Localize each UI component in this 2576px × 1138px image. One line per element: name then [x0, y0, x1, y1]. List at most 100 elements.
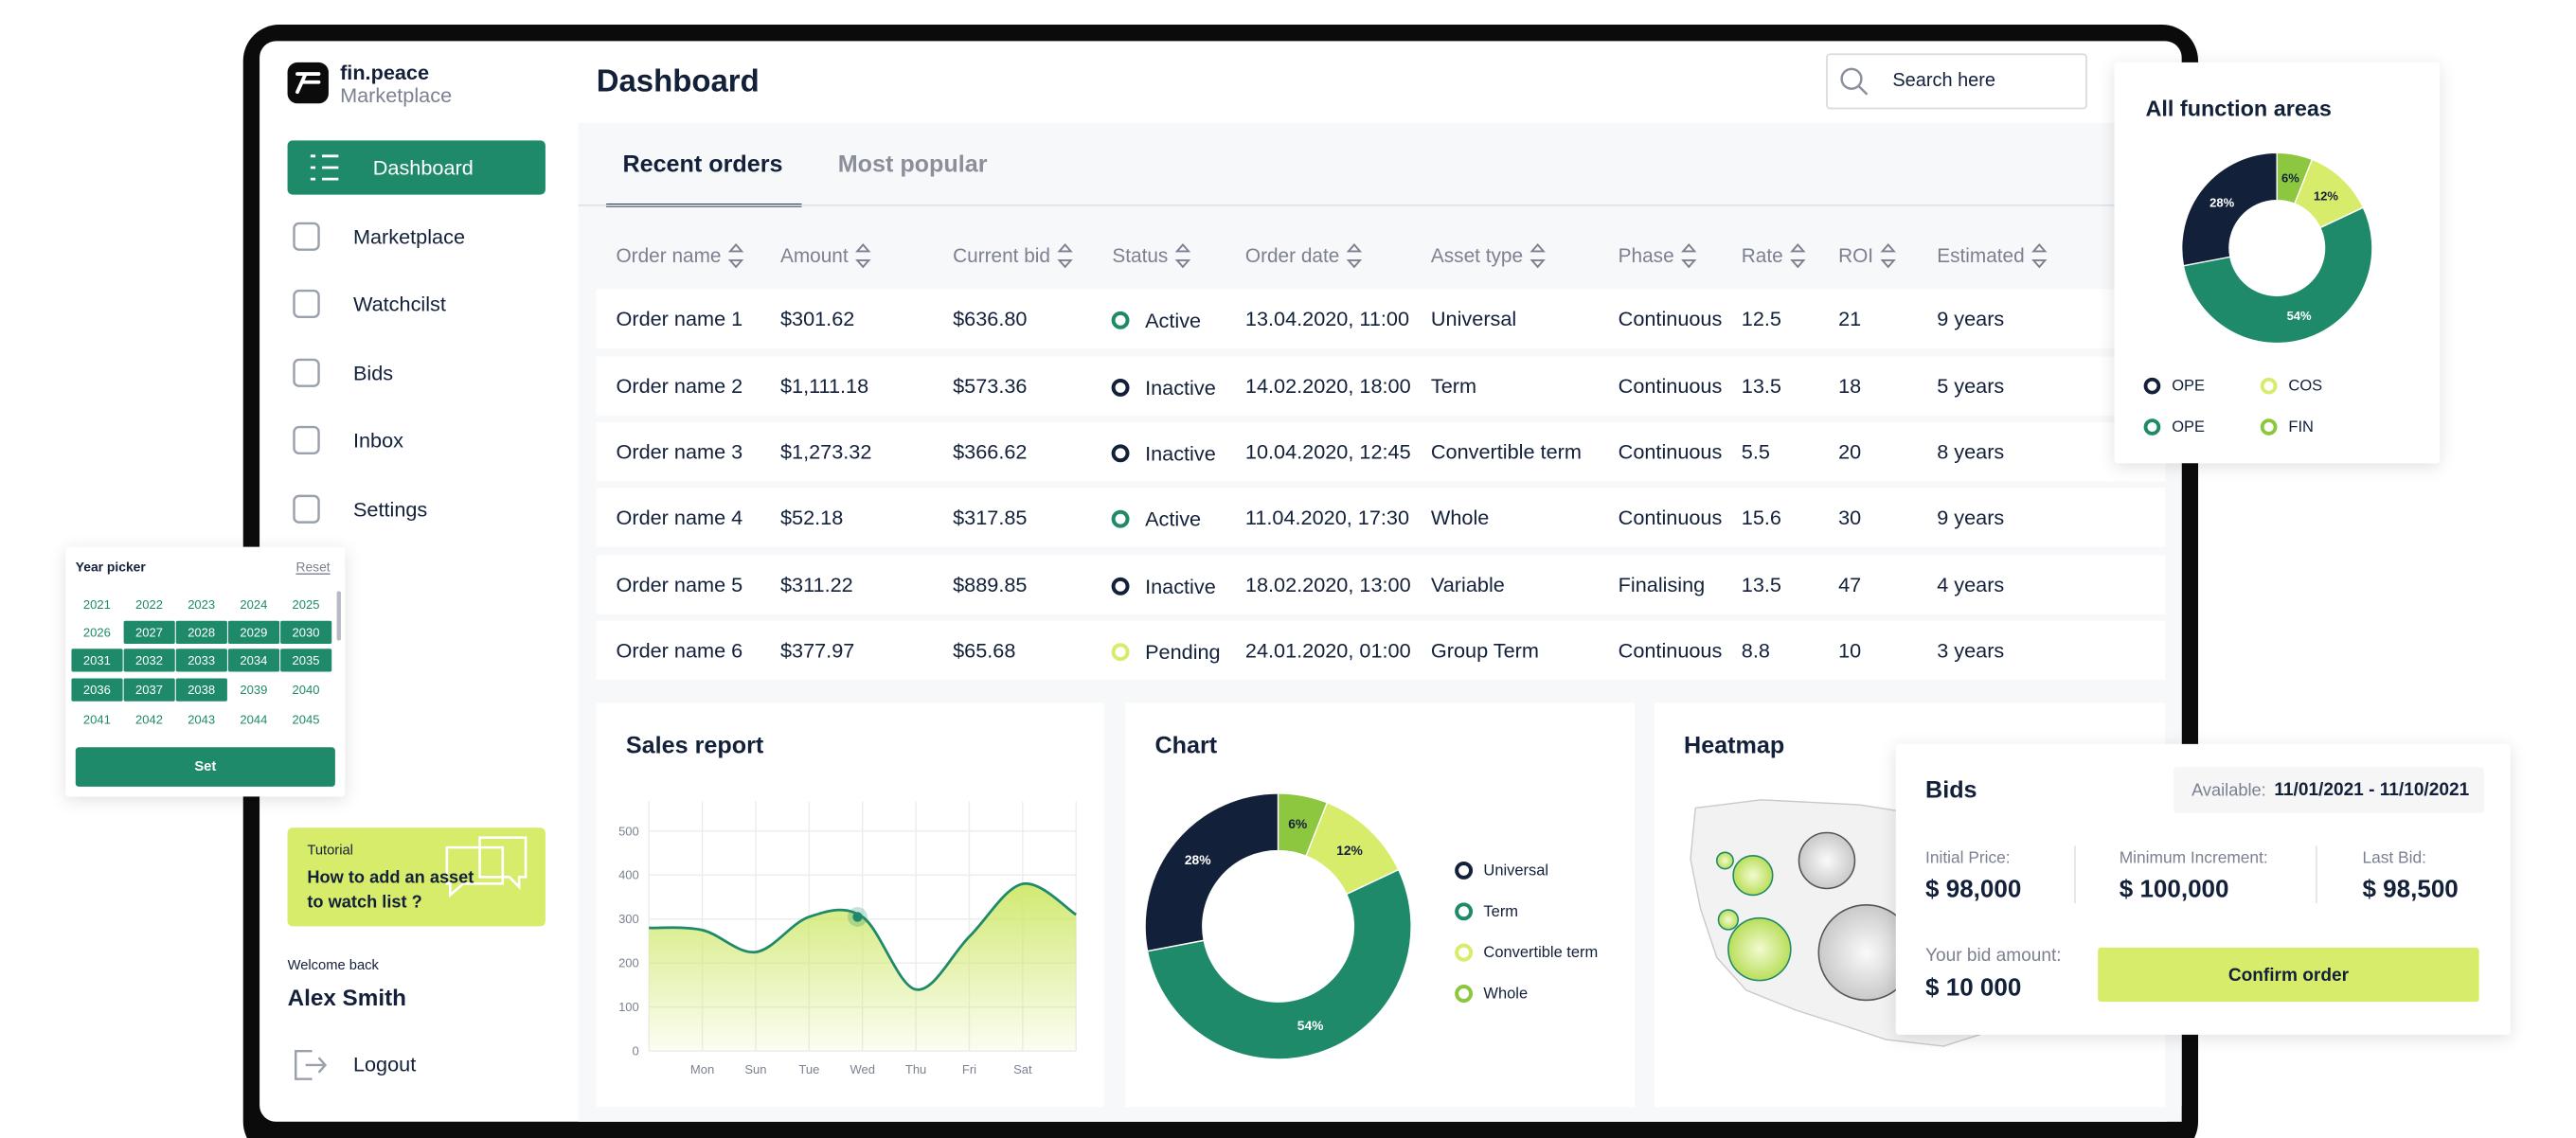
nav-item[interactable]: Bids [353, 361, 393, 384]
column-header[interactable]: Order name [617, 245, 722, 267]
scrollbar [336, 591, 341, 641]
year-selected-bg [280, 620, 332, 645]
year[interactable]: 2043 [188, 712, 215, 726]
legend-label: OPE [2172, 418, 2205, 436]
confirm-button-label[interactable]: Confirm order [2228, 966, 2350, 986]
column-header[interactable]: ROI [1838, 245, 1873, 267]
y-tick-label: 200 [618, 956, 639, 970]
data-label: 12% [1336, 843, 1363, 858]
year[interactable]: 2039 [240, 683, 267, 697]
reset[interactable]: Reset [295, 559, 330, 574]
table-cell: $1,273.32 [780, 440, 871, 464]
year[interactable]: 2042 [135, 712, 163, 726]
sort-icon [1346, 243, 1363, 269]
table-cell: 18.02.2020, 13:00 [1245, 573, 1411, 596]
table-cell: 10.04.2020, 12:45 [1245, 440, 1411, 464]
year[interactable]: 2040 [293, 683, 320, 697]
year[interactable]: 2045 [293, 712, 320, 726]
table-cell: Whole [1431, 506, 1489, 529]
legend-marker [1455, 985, 1474, 1003]
year[interactable]: 2027 [135, 625, 163, 639]
year[interactable]: 2022 [135, 597, 163, 612]
x-tick-label: Sat [1013, 1062, 1032, 1076]
field-label: Initial Price: [1925, 848, 2011, 867]
year[interactable]: 2034 [240, 653, 267, 667]
table-cell: 5.5 [1742, 440, 1770, 464]
nav-item[interactable]: Settings [353, 497, 427, 521]
data-label: 28% [2209, 195, 2234, 209]
tab[interactable]: Recent orders [622, 151, 782, 177]
table-cell: Continuous [1619, 307, 1723, 330]
year[interactable]: 2023 [188, 597, 215, 612]
table-cell: 30 [1838, 506, 1861, 529]
data-label: 12% [2314, 188, 2338, 203]
tab[interactable]: Most popular [838, 151, 988, 177]
table-cell: 13.5 [1742, 573, 1781, 596]
column-header[interactable]: Rate [1742, 245, 1783, 267]
year[interactable]: 2029 [240, 625, 267, 639]
legend-label: Whole [1483, 986, 1528, 1003]
year[interactable]: 2028 [188, 625, 215, 639]
nav-item[interactable]: Marketplace [353, 224, 465, 248]
legend-marker [1455, 902, 1474, 921]
table-row [596, 555, 2166, 614]
map-bubble [1717, 909, 1740, 931]
year[interactable]: 2030 [293, 625, 320, 639]
search-box[interactable] [1826, 53, 2087, 110]
status-dot [1111, 643, 1130, 662]
nav-item[interactable]: Inbox [353, 428, 403, 452]
table-cell: 5 years [1937, 374, 2004, 398]
nav-active-bg[interactable] [287, 140, 546, 195]
year[interactable]: 2033 [188, 653, 215, 667]
set-button[interactable] [75, 747, 335, 787]
map-bubble [1715, 851, 1734, 870]
column-header[interactable]: Phase [1619, 245, 1674, 267]
column-header[interactable]: Asset type [1431, 245, 1523, 267]
legend-marker [2260, 377, 2278, 395]
x-tick-label: Wed [850, 1062, 875, 1076]
card-title: Sales report [626, 733, 764, 759]
year[interactable]: 2024 [240, 597, 267, 612]
nav-item[interactable]: Dashboard [373, 155, 474, 179]
year[interactable]: 2038 [188, 683, 215, 697]
column-header[interactable]: Status [1112, 245, 1168, 267]
year-selected-bg [280, 649, 332, 672]
column-header[interactable]: Amount [780, 245, 849, 267]
logout[interactable]: Logout [353, 1053, 416, 1076]
confirm-button[interactable] [2098, 947, 2479, 1003]
donut-segment [2182, 206, 2373, 345]
nav-item[interactable]: Watchcilst [353, 292, 446, 315]
table-cell: Pending [1145, 640, 1221, 664]
table-cell: $366.62 [953, 440, 1027, 464]
bid-label: Your bid amount: [1925, 946, 2062, 966]
search-placeholder[interactable]: Search here [1892, 70, 1995, 91]
table-cell: 15.6 [1742, 506, 1781, 529]
year[interactable]: 2044 [240, 712, 267, 726]
year[interactable]: 2032 [135, 653, 163, 667]
table-cell: Finalising [1619, 573, 1706, 596]
year[interactable]: 2037 [135, 683, 163, 697]
year[interactable]: 2035 [293, 653, 320, 667]
year[interactable]: 2031 [83, 653, 111, 667]
year[interactable]: 2026 [83, 625, 111, 639]
table-cell: Inactive [1145, 575, 1216, 598]
table-cell: 24.01.2020, 01:00 [1245, 638, 1411, 662]
table-cell: 8 years [1937, 440, 2004, 464]
table-cell: $1,111.18 [780, 374, 868, 398]
table-row [596, 421, 2166, 482]
year[interactable]: 2025 [293, 597, 320, 612]
column-header[interactable]: Estimated [1937, 245, 2024, 267]
year[interactable]: 2036 [83, 683, 111, 697]
x-tick-label: Mon [690, 1062, 714, 1076]
year[interactable]: 2041 [83, 712, 111, 726]
table-cell: 4 years [1937, 573, 2004, 596]
set-button-label[interactable]: Set [194, 759, 216, 774]
column-header[interactable]: Order date [1245, 245, 1339, 267]
column-header[interactable]: Current bid [953, 245, 1050, 267]
y-tick-label: 400 [618, 868, 639, 882]
field-label: Last Bid: [2362, 848, 2425, 867]
table-cell: Order name 5 [617, 573, 743, 596]
table-cell: Term [1431, 374, 1476, 398]
year[interactable]: 2021 [83, 597, 111, 612]
tutorial-card[interactable] [287, 827, 546, 927]
